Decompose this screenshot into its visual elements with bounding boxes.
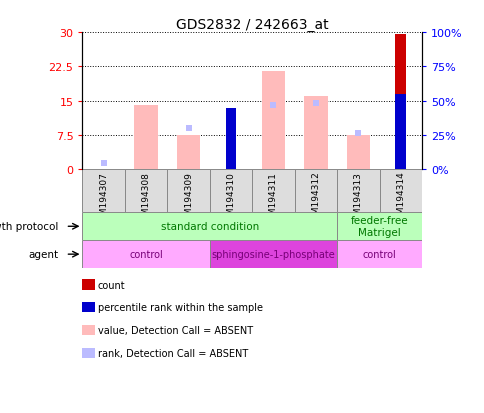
Bar [252, 170, 294, 213]
Text: GSM194313: GSM194313 [353, 171, 362, 226]
Text: GSM194311: GSM194311 [268, 171, 277, 226]
Bar [378, 170, 421, 213]
Text: feeder-free
Matrigel: feeder-free Matrigel [350, 216, 408, 237]
Text: standard condition: standard condition [160, 222, 258, 232]
Bar [394, 95, 405, 170]
Bar [225, 113, 236, 170]
Bar [303, 97, 327, 170]
Bar [261, 72, 285, 170]
Text: control: control [129, 249, 163, 259]
Bar [82, 241, 209, 268]
Text: count: count [98, 280, 125, 290]
Bar [336, 241, 421, 268]
Text: control: control [362, 249, 395, 259]
Text: value, Detection Call = ABSENT: value, Detection Call = ABSENT [98, 325, 253, 335]
Title: GDS2832 / 242663_at: GDS2832 / 242663_at [176, 18, 328, 32]
Bar [209, 170, 252, 213]
Text: rank, Detection Call = ABSENT: rank, Detection Call = ABSENT [98, 348, 248, 358]
Bar [209, 241, 336, 268]
Text: percentile rank within the sample: percentile rank within the sample [98, 303, 262, 313]
Bar [82, 213, 336, 241]
Text: agent: agent [29, 249, 59, 259]
Bar [167, 170, 209, 213]
Bar [346, 136, 369, 170]
Text: GSM194309: GSM194309 [183, 171, 193, 226]
Text: sphingosine-1-phosphate: sphingosine-1-phosphate [211, 249, 334, 259]
Text: GSM194308: GSM194308 [141, 171, 151, 226]
Bar [177, 136, 200, 170]
Text: growth protocol: growth protocol [0, 222, 59, 232]
Bar [134, 106, 157, 170]
Text: GSM194310: GSM194310 [226, 171, 235, 226]
Text: GSM194314: GSM194314 [395, 171, 405, 226]
Bar [294, 170, 336, 213]
Bar [336, 170, 378, 213]
Bar [125, 170, 167, 213]
Bar [336, 213, 421, 241]
Text: GSM194307: GSM194307 [99, 171, 108, 226]
Text: GSM194312: GSM194312 [311, 171, 320, 226]
Bar [82, 170, 125, 213]
Bar [225, 108, 236, 170]
Bar [394, 36, 405, 170]
